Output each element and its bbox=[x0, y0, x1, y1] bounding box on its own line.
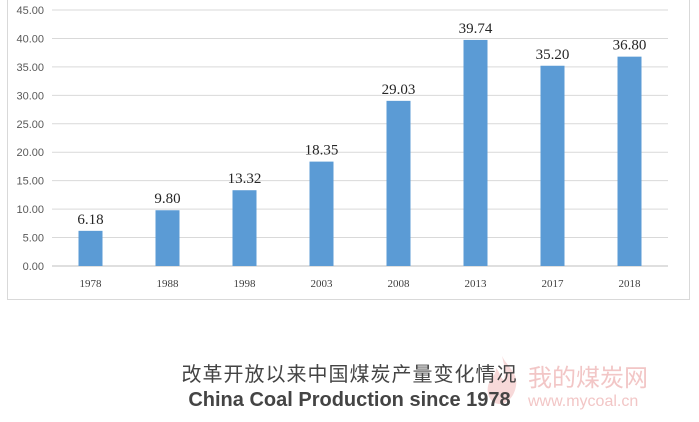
x-tick-label: 1998 bbox=[234, 278, 257, 290]
y-tick-label: 5.00 bbox=[23, 233, 44, 245]
data-label: 29.03 bbox=[382, 82, 416, 98]
watermark-name: 我的煤炭网 bbox=[528, 364, 648, 392]
caption-english: China Coal Production since 1978 bbox=[188, 389, 511, 411]
y-tick-label: 20.00 bbox=[16, 147, 44, 159]
x-tick-label: 2008 bbox=[388, 278, 411, 290]
y-tick-label: 15.00 bbox=[16, 176, 44, 188]
bar bbox=[309, 161, 334, 266]
y-tick-label: 35.00 bbox=[16, 62, 44, 74]
y-tick-label: 40.00 bbox=[16, 33, 44, 45]
y-tick-label: 45.00 bbox=[16, 5, 44, 17]
x-tick-label: 2013 bbox=[465, 278, 488, 290]
x-tick-label: 1978 bbox=[80, 278, 103, 290]
bar bbox=[463, 39, 488, 267]
bar bbox=[386, 100, 411, 266]
x-tick-label: 2003 bbox=[311, 278, 334, 290]
caption-chinese: 改革开放以来中国煤炭产量变化情况 bbox=[181, 362, 518, 386]
bar bbox=[78, 230, 103, 266]
y-tick-label: 10.00 bbox=[16, 204, 44, 216]
watermark-url: www.mycoal.cn bbox=[528, 393, 639, 410]
x-tick-label: 2017 bbox=[542, 278, 565, 290]
data-label: 35.20 bbox=[536, 47, 570, 63]
bar bbox=[232, 190, 257, 266]
bar bbox=[540, 65, 565, 266]
data-label: 13.32 bbox=[228, 171, 262, 187]
chart-frame: 0.00 5.00 10.00 15.00 20.00 25.00 30.00 35.00 40… bbox=[7, 0, 690, 300]
bar-chart: 0.00 5.00 10.00 15.00 20.00 25.00 30.00 35.00 40… bbox=[16, 5, 668, 290]
data-label: 36.80 bbox=[613, 38, 647, 54]
data-label: 18.35 bbox=[305, 143, 339, 159]
data-label: 6.18 bbox=[77, 212, 103, 228]
x-tick-label: 2018 bbox=[619, 278, 642, 290]
bar bbox=[155, 210, 180, 266]
y-tick-label: 30.00 bbox=[16, 90, 44, 102]
data-label: 39.74 bbox=[459, 21, 493, 37]
data-label: 9.80 bbox=[154, 191, 180, 207]
y-tick-label: 0.00 bbox=[23, 261, 44, 273]
flame-logo-icon bbox=[487, 356, 517, 404]
y-tick-label: 25.00 bbox=[16, 119, 44, 131]
x-tick-label: 1988 bbox=[157, 278, 180, 290]
bar bbox=[617, 56, 642, 266]
